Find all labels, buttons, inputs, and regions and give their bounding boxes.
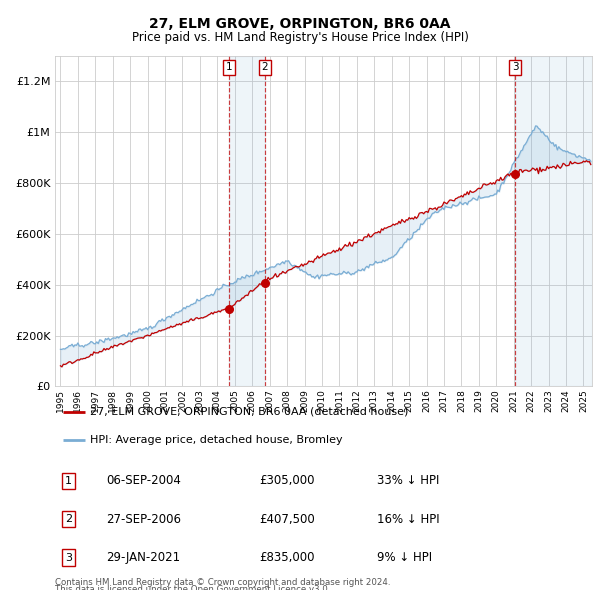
Text: 27, ELM GROVE, ORPINGTON, BR6 0AA: 27, ELM GROVE, ORPINGTON, BR6 0AA [149, 17, 451, 31]
Text: 27-SEP-2006: 27-SEP-2006 [106, 513, 181, 526]
Text: HPI: Average price, detached house, Bromley: HPI: Average price, detached house, Brom… [90, 435, 343, 444]
Text: 29-JAN-2021: 29-JAN-2021 [106, 551, 181, 564]
Text: Price paid vs. HM Land Registry's House Price Index (HPI): Price paid vs. HM Land Registry's House … [131, 31, 469, 44]
Text: 27, ELM GROVE, ORPINGTON, BR6 0AA (detached house): 27, ELM GROVE, ORPINGTON, BR6 0AA (detac… [90, 407, 409, 417]
Bar [515, 56, 592, 386]
Text: 3: 3 [512, 63, 518, 73]
Text: 1: 1 [65, 476, 72, 486]
Text: 2: 2 [65, 514, 72, 524]
Text: £835,000: £835,000 [259, 551, 315, 564]
Text: £305,000: £305,000 [259, 474, 315, 487]
Text: 16% ↓ HPI: 16% ↓ HPI [377, 513, 440, 526]
Bar [229, 56, 265, 386]
Text: £407,500: £407,500 [259, 513, 315, 526]
Text: 06-SEP-2004: 06-SEP-2004 [106, 474, 181, 487]
Text: This data is licensed under the Open Government Licence v3.0.: This data is licensed under the Open Gov… [55, 585, 331, 590]
Text: 3: 3 [65, 553, 72, 562]
Text: 33% ↓ HPI: 33% ↓ HPI [377, 474, 440, 487]
Text: 2: 2 [262, 63, 268, 73]
Text: Contains HM Land Registry data © Crown copyright and database right 2024.: Contains HM Land Registry data © Crown c… [55, 578, 391, 587]
Text: 9% ↓ HPI: 9% ↓ HPI [377, 551, 433, 564]
Text: 1: 1 [226, 63, 233, 73]
